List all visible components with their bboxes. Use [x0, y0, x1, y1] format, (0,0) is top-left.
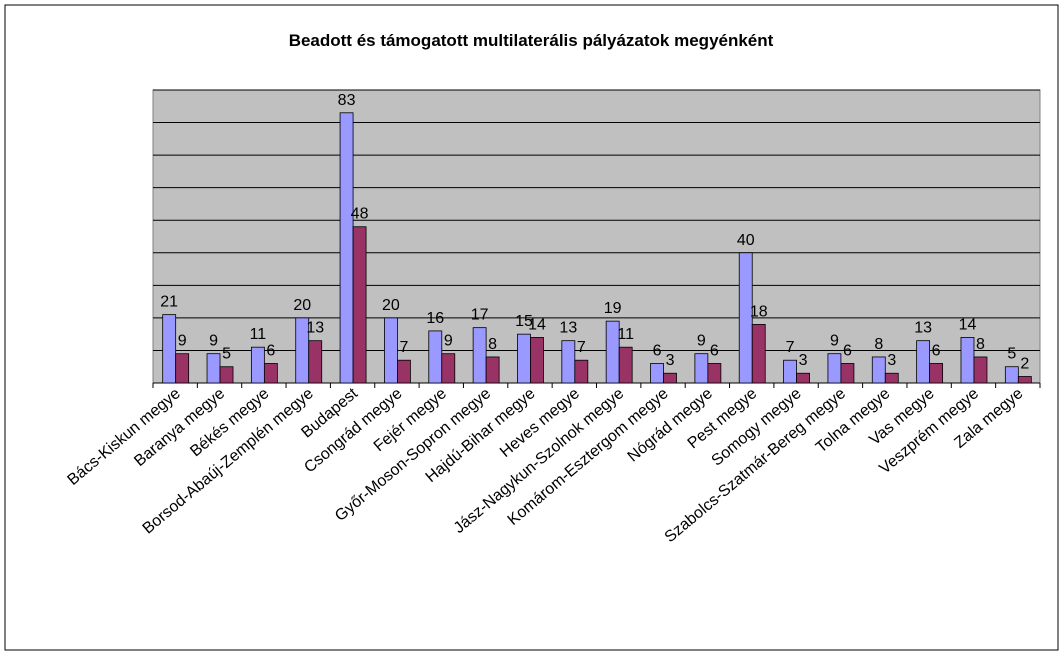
bar: [827, 353, 842, 384]
bar: [871, 356, 886, 384]
data-label: 9: [697, 333, 706, 350]
data-label: 9: [209, 333, 218, 350]
data-label: 8: [488, 336, 497, 353]
bar: [1017, 376, 1032, 384]
bar: [751, 323, 766, 384]
data-label: 6: [932, 342, 941, 359]
chart-title: Beadott és támogatott multilaterális pál…: [289, 31, 774, 50]
bar: [796, 372, 810, 384]
bar: [397, 359, 411, 384]
data-label: 5: [222, 346, 231, 363]
data-label: 16: [426, 310, 444, 327]
bar: [339, 112, 354, 384]
data-label: 48: [351, 206, 369, 223]
bar: [884, 372, 899, 384]
data-label: 15: [515, 313, 533, 330]
data-label: 14: [528, 316, 546, 333]
bar: [441, 353, 456, 384]
data-label: 83: [338, 92, 356, 109]
bar: [783, 359, 797, 384]
bar: [308, 340, 323, 384]
bar: [472, 327, 487, 384]
bar: [263, 363, 278, 384]
data-label: 21: [160, 294, 178, 311]
data-label: 6: [653, 342, 662, 359]
data-label: 3: [887, 352, 896, 369]
data-label: 8: [976, 336, 985, 353]
data-label: 13: [559, 320, 577, 337]
data-label: 18: [750, 303, 768, 320]
data-label: 9: [444, 333, 453, 350]
bar: [694, 353, 709, 384]
bar: [916, 340, 931, 384]
data-label: 6: [843, 342, 852, 359]
data-label: 6: [710, 342, 719, 359]
data-label: 13: [306, 320, 324, 337]
bar: [973, 356, 988, 384]
bar: [485, 356, 500, 384]
data-label: 19: [604, 300, 622, 317]
data-label: 7: [786, 339, 795, 356]
bar: [929, 363, 944, 384]
data-label: 17: [471, 307, 489, 324]
data-label: 3: [666, 352, 675, 369]
data-label: 2: [1020, 355, 1029, 372]
bar: [574, 359, 589, 384]
bar: [206, 353, 221, 384]
data-label: 7: [399, 339, 408, 356]
bar: [530, 337, 544, 384]
data-label: 9: [830, 333, 839, 350]
data-label: 13: [914, 320, 932, 337]
bar: [707, 363, 722, 384]
data-label: 11: [617, 326, 634, 343]
data-label: 14: [959, 316, 977, 333]
bar: [960, 337, 975, 384]
bar: [663, 372, 677, 384]
bar: [840, 363, 855, 384]
bar: [250, 346, 265, 384]
data-label: 40: [737, 232, 755, 249]
bar: [561, 340, 576, 384]
data-label: 3: [799, 352, 808, 369]
bar: [384, 317, 398, 384]
bar: [175, 353, 190, 384]
bar: [517, 333, 531, 384]
data-label: 8: [874, 336, 883, 353]
bar: [219, 366, 234, 384]
bar: [738, 252, 753, 384]
data-label: 20: [293, 297, 311, 314]
bar: [1004, 366, 1019, 384]
data-label: 5: [1007, 346, 1016, 363]
data-label: 6: [266, 342, 275, 359]
data-label: 11: [250, 326, 267, 343]
data-label: 7: [577, 339, 586, 356]
bar: [162, 314, 177, 384]
bar: [352, 226, 367, 384]
plot-area: [152, 89, 1041, 384]
data-label: 20: [382, 297, 400, 314]
bar: [428, 330, 443, 384]
bar: [650, 363, 664, 384]
data-label: 9: [178, 333, 187, 350]
bar: [618, 346, 633, 384]
